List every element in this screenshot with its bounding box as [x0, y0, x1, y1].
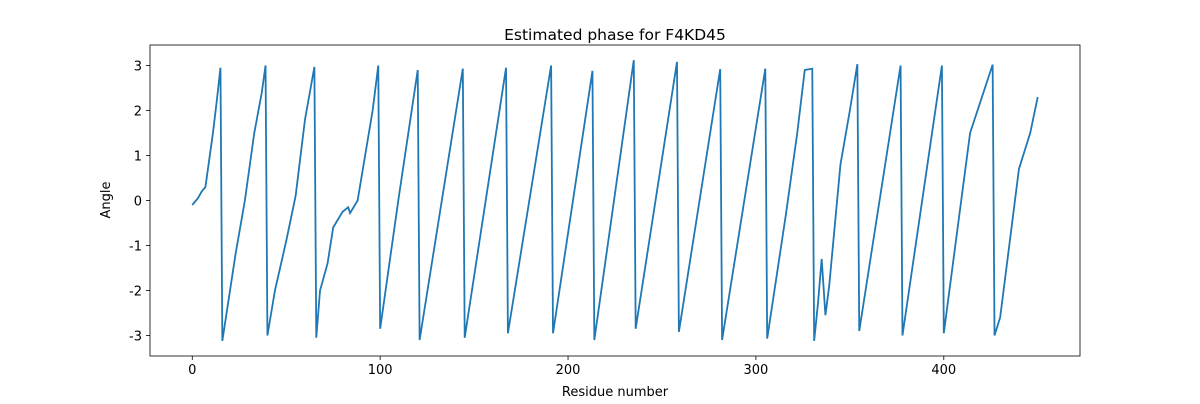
y-tick-label: -3: [129, 329, 142, 344]
y-axis-label: Angle: [99, 182, 114, 219]
x-tick-label: 300: [743, 363, 768, 378]
plot-frame: [149, 44, 1081, 357]
x-tick-label: 0: [188, 363, 196, 378]
y-tick-label: 2: [134, 105, 142, 120]
y-tick-label: 1: [134, 150, 142, 165]
chart-title: Estimated phase for F4KD45: [504, 26, 726, 44]
y-tick-label: 3: [134, 60, 142, 75]
x-tick-label: 200: [556, 363, 581, 378]
x-tick-label: 100: [368, 363, 393, 378]
x-axis-label: Residue number: [562, 385, 669, 400]
x-tick-label: 400: [931, 363, 956, 378]
line: [191, 59, 1039, 342]
y-tick-label: -1: [129, 239, 142, 254]
y-tick-label: 0: [134, 195, 142, 210]
y-tick-label: -2: [129, 284, 142, 299]
